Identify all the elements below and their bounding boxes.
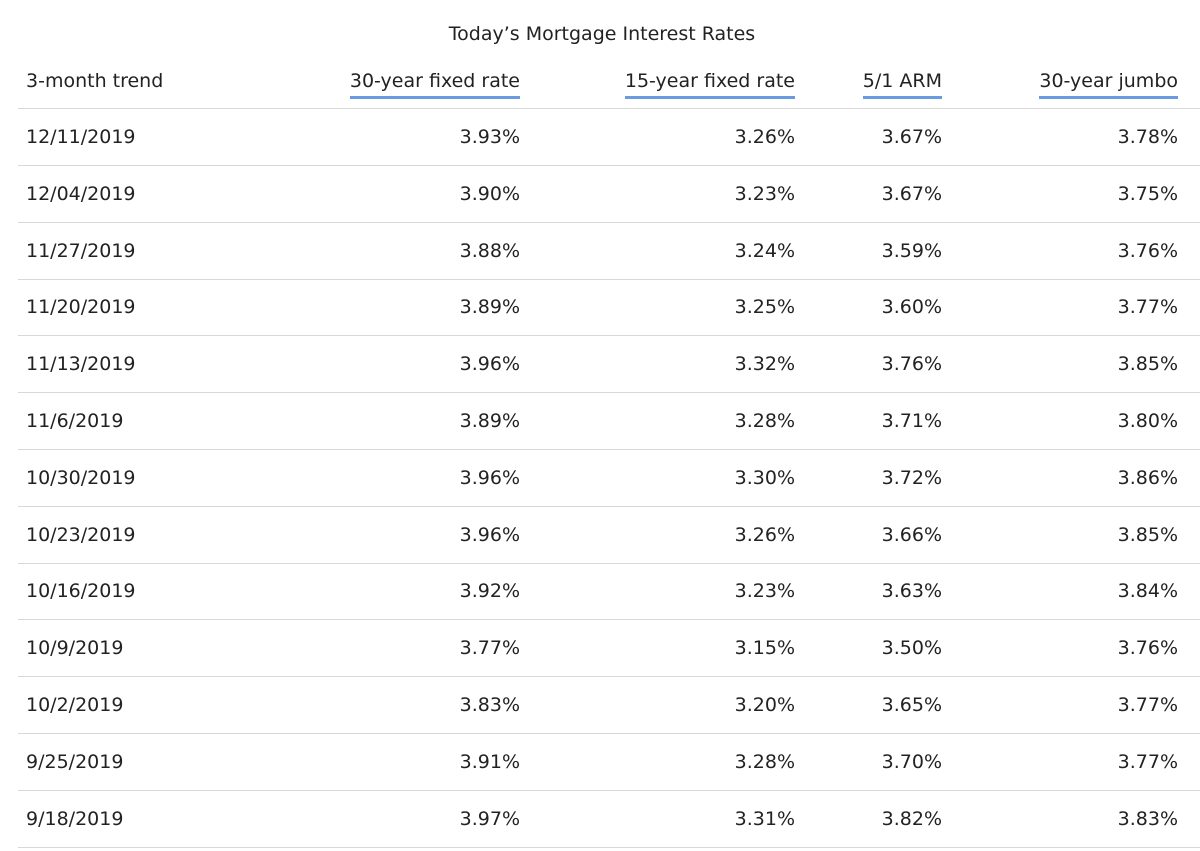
- rate-cell: 3.50%: [881, 637, 942, 659]
- rate-cell: 3.24%: [734, 240, 795, 262]
- rate-cell: 3.70%: [881, 751, 942, 773]
- row-divider: [18, 335, 1200, 336]
- rate-cell: 3.77%: [459, 637, 520, 659]
- rate-cell: 3.72%: [881, 467, 942, 489]
- rate-cell: 3.93%: [459, 126, 520, 148]
- rate-cell: 3.85%: [1117, 524, 1178, 546]
- rate-cell: 3.88%: [459, 240, 520, 262]
- column-header[interactable]: 30-year fixed rate: [349, 69, 520, 99]
- rate-cell: 3.90%: [459, 183, 520, 205]
- date-cell: 10/9/2019: [26, 637, 124, 659]
- rate-cell: 3.80%: [1117, 410, 1178, 432]
- rate-cell: 3.85%: [1117, 353, 1178, 375]
- rate-cell: 3.28%: [734, 751, 795, 773]
- rate-cell: 3.65%: [881, 694, 942, 716]
- rate-cell: 3.91%: [459, 751, 520, 773]
- rate-cell: 3.71%: [881, 410, 942, 432]
- date-cell: 11/6/2019: [26, 410, 124, 432]
- rate-cell: 3.20%: [734, 694, 795, 716]
- date-cell: 11/13/2019: [26, 353, 136, 375]
- rate-cell: 3.76%: [881, 353, 942, 375]
- rate-cell: 3.96%: [459, 467, 520, 489]
- rate-cell: 3.83%: [1117, 808, 1178, 830]
- row-divider: [18, 733, 1200, 734]
- date-cell: 10/23/2019: [26, 524, 136, 546]
- date-cell: 10/16/2019: [26, 580, 136, 602]
- rate-cell: 3.89%: [459, 410, 520, 432]
- rate-cell: 3.60%: [881, 296, 942, 318]
- date-cell: 9/18/2019: [26, 808, 124, 830]
- rate-cell: 3.76%: [1117, 240, 1178, 262]
- rate-cell: 3.76%: [1117, 637, 1178, 659]
- rate-cell: 3.26%: [734, 524, 795, 546]
- rate-cell: 3.78%: [1117, 126, 1178, 148]
- column-header: 3-month trend: [26, 70, 164, 92]
- rate-cell: 3.31%: [734, 808, 795, 830]
- row-divider: [18, 165, 1200, 166]
- rate-cell: 3.23%: [734, 580, 795, 602]
- column-header[interactable]: 15-year fixed rate: [624, 69, 795, 99]
- row-divider: [18, 279, 1200, 280]
- date-cell: 12/04/2019: [26, 183, 136, 205]
- header-divider: [18, 108, 1200, 109]
- rate-cell: 3.89%: [459, 296, 520, 318]
- column-header[interactable]: 30-year jumbo: [1039, 69, 1178, 99]
- rate-cell: 3.77%: [1117, 694, 1178, 716]
- row-divider: [18, 222, 1200, 223]
- date-cell: 10/30/2019: [26, 467, 136, 489]
- date-cell: 11/27/2019: [26, 240, 136, 262]
- rate-cell: 3.96%: [459, 353, 520, 375]
- date-cell: 11/20/2019: [26, 296, 136, 318]
- rate-cell: 3.30%: [734, 467, 795, 489]
- date-cell: 12/11/2019: [26, 126, 136, 148]
- rate-cell: 3.23%: [734, 183, 795, 205]
- date-cell: 10/2/2019: [26, 694, 124, 716]
- rate-cell: 3.97%: [459, 808, 520, 830]
- row-divider: [18, 790, 1200, 791]
- rate-cell: 3.96%: [459, 524, 520, 546]
- rate-cell: 3.15%: [734, 637, 795, 659]
- rate-cell: 3.84%: [1117, 580, 1178, 602]
- rate-cell: 3.25%: [734, 296, 795, 318]
- row-divider: [18, 847, 1200, 848]
- row-divider: [18, 676, 1200, 677]
- row-divider: [18, 506, 1200, 507]
- row-divider: [18, 392, 1200, 393]
- rate-cell: 3.92%: [459, 580, 520, 602]
- date-cell: 9/25/2019: [26, 751, 124, 773]
- rate-cell: 3.77%: [1117, 751, 1178, 773]
- row-divider: [18, 449, 1200, 450]
- rate-cell: 3.59%: [881, 240, 942, 262]
- row-divider: [18, 563, 1200, 564]
- rate-cell: 3.66%: [881, 524, 942, 546]
- rate-cell: 3.67%: [881, 183, 942, 205]
- row-divider: [18, 619, 1200, 620]
- rate-cell: 3.67%: [881, 126, 942, 148]
- rate-cell: 3.83%: [459, 694, 520, 716]
- column-header[interactable]: 5/1 ARM: [862, 69, 942, 99]
- rate-cell: 3.77%: [1117, 296, 1178, 318]
- rate-cell: 3.82%: [881, 808, 942, 830]
- rate-cell: 3.63%: [881, 580, 942, 602]
- rate-cell: 3.86%: [1117, 467, 1178, 489]
- table-title: Today’s Mortgage Interest Rates: [448, 23, 756, 45]
- rate-cell: 3.75%: [1117, 183, 1178, 205]
- rate-cell: 3.28%: [734, 410, 795, 432]
- rate-cell: 3.26%: [734, 126, 795, 148]
- rate-cell: 3.32%: [734, 353, 795, 375]
